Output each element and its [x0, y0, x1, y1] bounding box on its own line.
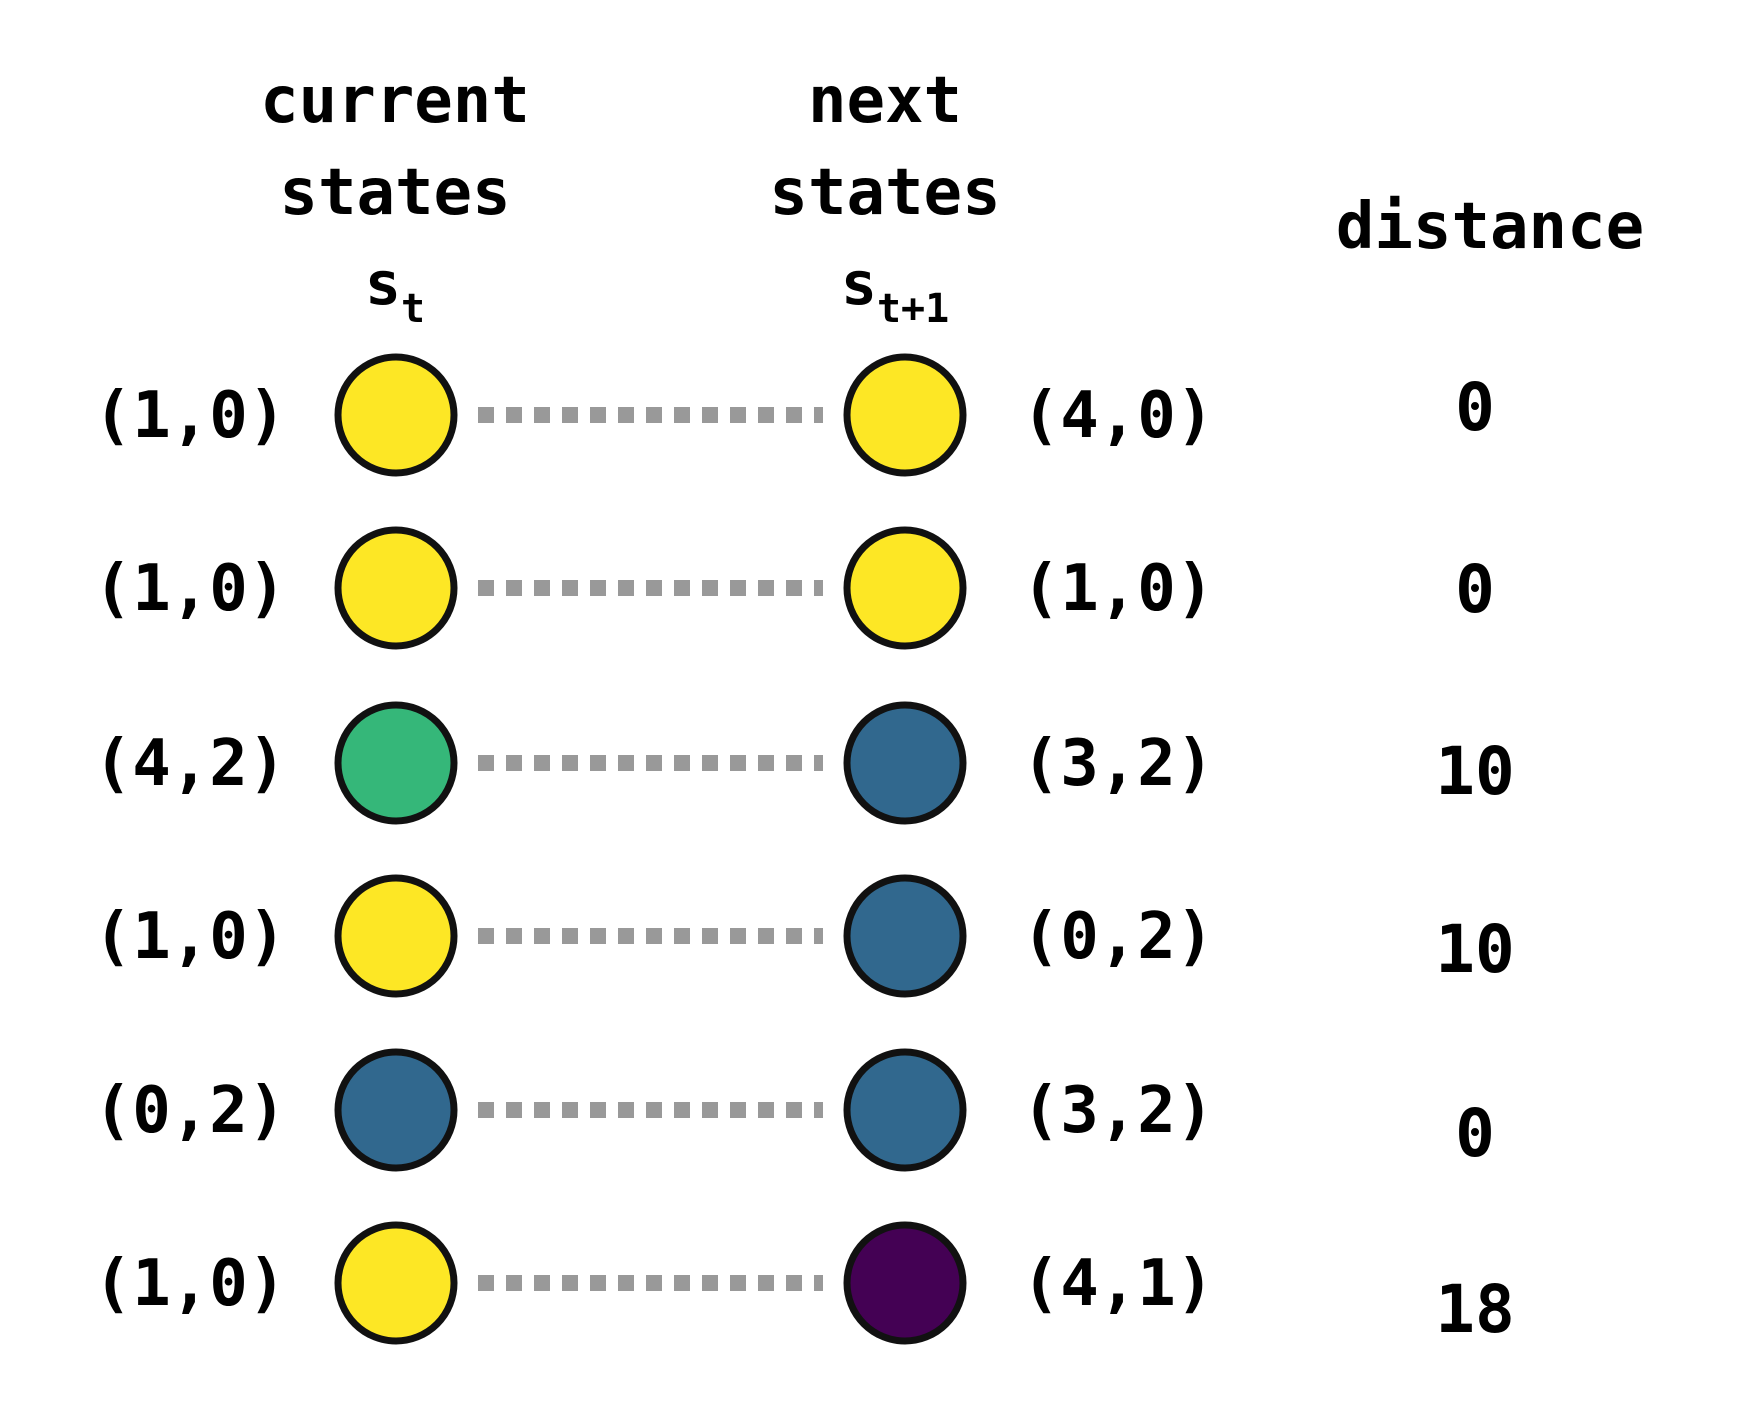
distance-value: 0 [1455, 369, 1495, 446]
current-state-label: (4,2) [94, 727, 287, 801]
next-state-node [843, 1221, 967, 1345]
distance-value: 0 [1455, 551, 1495, 628]
next-state-node [843, 1048, 967, 1172]
next-state-node [843, 874, 967, 998]
distance-header: distance [1336, 190, 1644, 264]
current-state-label: (1,0) [94, 552, 287, 626]
next-state-node [843, 353, 967, 477]
distance-value: 10 [1435, 733, 1514, 810]
next-state-label: (3,2) [1022, 727, 1215, 801]
current-state-node [334, 353, 458, 477]
current-state-node [334, 701, 458, 825]
current-states-header-line2: states [279, 156, 510, 230]
current-state-label: (1,0) [94, 1247, 287, 1321]
distance-value: 0 [1455, 1095, 1495, 1172]
transition-row: (4,2) (3,2) 10 [94, 701, 1515, 825]
next-state-label: (4,1) [1022, 1247, 1215, 1321]
transition-row: (0,2) (3,2) 0 [94, 1048, 1495, 1172]
next-state-symbol: st+1 [841, 249, 949, 332]
next-states-header-line2: states [769, 156, 1000, 230]
next-state-label: (1,0) [1022, 552, 1215, 626]
current-state-label: (1,0) [94, 900, 287, 974]
current-state-node [334, 1048, 458, 1172]
current-state-node [334, 1221, 458, 1345]
next-state-symbol-subscript: t+1 [877, 286, 949, 332]
current-state-symbol-base: s [365, 249, 401, 319]
distance-value: 10 [1435, 911, 1514, 988]
next-state-label: (0,2) [1022, 900, 1215, 974]
transition-row: (1,0) (0,2) 10 [94, 874, 1515, 998]
current-state-label: (0,2) [94, 1074, 287, 1148]
transition-row: (1,0) (4,1) 18 [94, 1221, 1515, 1348]
transition-row: (1,0) (1,0) 0 [94, 526, 1495, 650]
distance-value: 18 [1435, 1271, 1514, 1348]
transition-rows: (1,0) (4,0) 0(1,0) (1,0) 0(4,2) (3,2) 10(1,0)(… [94, 353, 1515, 1348]
next-state-symbol-base: s [841, 249, 877, 319]
next-state-node [843, 526, 967, 650]
next-states-header-line1: next [808, 64, 962, 138]
current-state-node [334, 526, 458, 650]
current-states-header-line1: current [260, 64, 530, 138]
next-state-label: (3,2) [1022, 1074, 1215, 1148]
current-state-label: (1,0) [94, 379, 287, 453]
transition-row: (1,0) (4,0) 0 [94, 353, 1495, 477]
current-state-symbol: st [365, 249, 425, 332]
current-state-symbol-subscript: t [401, 286, 425, 332]
current-state-node [334, 874, 458, 998]
next-state-label: (4,0) [1022, 379, 1215, 453]
next-state-node [843, 701, 967, 825]
